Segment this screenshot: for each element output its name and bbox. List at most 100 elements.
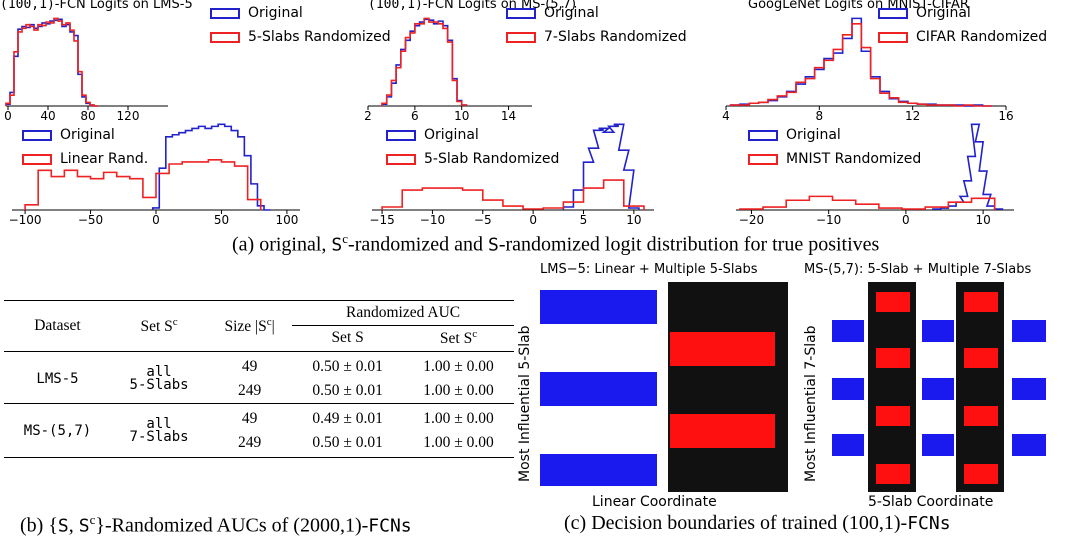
histogram-svg <box>5 17 1014 214</box>
blue-slab <box>1012 320 1046 342</box>
blue-slab <box>540 454 657 486</box>
table-row: 5-Slabs 249 0.50 ± 0.01 1.00 ± 0.00 <box>129 377 494 399</box>
series-line-randomized <box>24 159 262 210</box>
header-set-s: Set S <box>331 329 364 346</box>
series-line-randomized <box>739 195 996 210</box>
red-slab <box>964 292 998 312</box>
tick-label: 40 <box>40 109 56 123</box>
table-row: LMS-5 all 49 0.50 ± 0.01 1.00 ± 0.00 <box>36 358 494 387</box>
caption-b: (b) {S, Sc}-Randomized AUCs of (2000,1)-… <box>20 512 412 537</box>
tick-label: 12 <box>905 109 921 123</box>
tick-label: 2 <box>364 109 372 123</box>
red-slab <box>964 406 998 426</box>
tick-label: 16 <box>998 109 1014 123</box>
header-dataset: Dataset <box>34 316 81 334</box>
tick-label: 120 <box>116 109 140 123</box>
tick-label: 10 <box>626 213 642 227</box>
hist-title-top-right: GoogLeNet Logits on MNIST-CIFAR <box>748 0 969 12</box>
xlabel-right: 5-Slab Coordinate <box>868 494 994 510</box>
series-line-randomized <box>381 17 468 106</box>
decision-title-left: LMS−5: Linear + Multiple 5-Slabs <box>540 262 758 277</box>
tick-label: 10 <box>454 109 470 123</box>
tick-label: 0 <box>4 109 12 123</box>
legend-original-mid-left: Original <box>22 128 115 142</box>
auc-table-container: Dataset Set Sc Size |Sc| Randomized AUC … <box>4 300 514 458</box>
caption-a: (a) original, Sc-randomized and S-random… <box>232 231 880 256</box>
tick-label: 50 <box>213 213 230 227</box>
tick-label: −10 <box>815 213 842 227</box>
series-line-original <box>151 123 271 211</box>
blue-slab <box>540 290 657 324</box>
dark-region <box>868 282 916 492</box>
table-row: MS-(5,7) all 49 0.49 ± 0.01 1.00 ± 0.00 <box>23 410 494 439</box>
blue-slab <box>922 434 954 456</box>
legend-original-top-right: Original <box>878 6 971 20</box>
decision-title-right: MS-(5,7): 5-Slab + Multiple 7-Slabs <box>804 262 1032 277</box>
table-row: 7-Slabs 249 0.50 ± 0.01 1.00 ± 0.00 <box>129 429 494 451</box>
red-slab <box>964 348 998 368</box>
tick-label: 10 <box>975 213 991 227</box>
tick-label: 14 <box>500 109 517 123</box>
legend-randomized-top-middle: 7-Slabs Randomized <box>506 30 687 44</box>
header-size: Size |Sc| <box>224 315 275 335</box>
tick-label: 0 <box>902 213 910 227</box>
legend-randomized-top-left: 5-Slabs Randomized <box>210 30 391 44</box>
series-line-original <box>932 123 1004 210</box>
red-slab <box>876 348 910 368</box>
series-line-randomized <box>381 179 645 210</box>
ylabel-right: Most Influential 7-Slab <box>803 325 819 482</box>
blue-slab <box>922 378 954 400</box>
tick-label: 5 <box>579 213 588 227</box>
red-slab <box>670 414 775 448</box>
legend-randomized-mid-middle: 5-Slab Randomized <box>386 152 559 166</box>
red-slab <box>876 406 910 426</box>
hist-title-top-left: (100,1)-FCN Logits on LMS-5 <box>0 0 193 12</box>
legend-original-mid-middle: Original <box>386 128 479 142</box>
tick-label: 4 <box>722 109 730 123</box>
tick-label: 100 <box>275 213 299 227</box>
red-slab <box>670 332 775 366</box>
blue-slab <box>922 320 954 342</box>
blue-slab <box>832 378 864 400</box>
legend-original-top-middle: Original <box>506 6 599 20</box>
header-set-sc: Set Sc <box>140 315 178 335</box>
series-line-original <box>381 18 468 106</box>
red-slab <box>876 464 910 484</box>
header-randomized-auc: Randomized AUC <box>292 301 514 326</box>
tick-label: −50 <box>77 213 104 227</box>
xlabel-left: Linear Coordinate <box>592 494 717 510</box>
legend-randomized-mid-left: Linear Rand. <box>22 152 148 166</box>
red-slab <box>964 464 998 484</box>
series-line-randomized <box>5 17 98 107</box>
tick-label: 0 <box>152 213 160 227</box>
blue-slab <box>540 372 657 406</box>
tick-label: 8 <box>815 109 824 123</box>
tick-label: −100 <box>8 213 42 227</box>
hist-title-top-middle: (100,1)-FCN Logits on MS-(5,7) <box>368 0 577 12</box>
tick-label: −20 <box>738 213 765 227</box>
tick-label: −15 <box>369 213 395 227</box>
legend-randomized-top-right: CIFAR Randomized <box>878 30 1047 44</box>
legend-original-top-left: Original <box>210 6 303 20</box>
tick-label: −5 <box>473 213 492 227</box>
legend-randomized-mid-right: MNIST Randomized <box>748 152 921 166</box>
auc-table: Dataset Set Sc Size |Sc| Randomized AUC … <box>4 301 514 455</box>
blue-slab <box>1012 378 1046 400</box>
legend-original-mid-right: Original <box>748 128 841 142</box>
caption-c: (c) Decision boundaries of trained (100,… <box>564 512 951 534</box>
red-slab <box>876 292 910 312</box>
decision-boundary-right <box>830 282 1068 492</box>
blue-slab <box>832 434 864 456</box>
series-line-original <box>562 123 640 210</box>
blue-slab <box>1012 434 1046 456</box>
header-set-sc-col: Set Sc <box>439 327 478 348</box>
tick-label: 6 <box>411 109 419 123</box>
decision-boundary-left <box>540 282 790 492</box>
dark-region <box>956 282 1004 492</box>
ylabel-left: Most Influential 5-Slab <box>517 325 533 482</box>
dark-region <box>668 282 788 492</box>
tick-label: 80 <box>80 109 96 123</box>
tick-label: 0 <box>529 213 537 227</box>
tick-label: −10 <box>419 213 446 227</box>
blue-slab <box>832 320 864 342</box>
